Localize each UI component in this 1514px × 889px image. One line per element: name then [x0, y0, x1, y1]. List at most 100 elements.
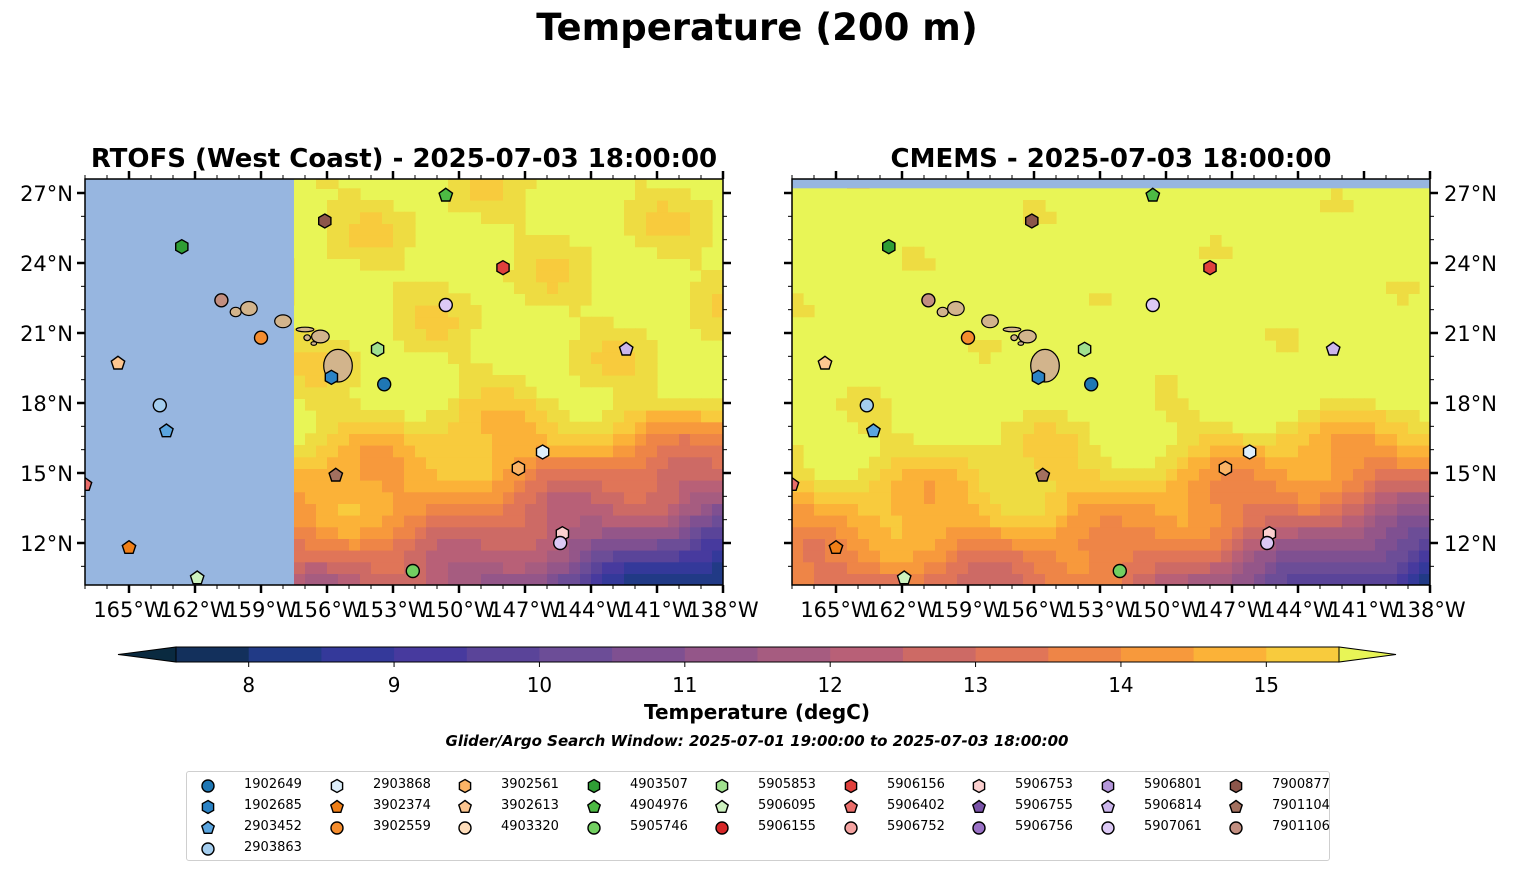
field-cell — [514, 281, 526, 294]
field-cell — [591, 561, 603, 574]
field-cell — [602, 316, 614, 329]
field-cell — [580, 246, 592, 259]
field-cell — [1166, 526, 1178, 539]
field-cell — [470, 456, 482, 469]
field-cell — [679, 246, 691, 259]
field-cell — [1364, 526, 1376, 539]
field-cell — [803, 491, 815, 504]
field-cell — [946, 515, 958, 528]
field-cell — [602, 550, 614, 563]
field-cell — [1210, 246, 1222, 259]
field-cell — [1353, 526, 1365, 539]
field-cell — [316, 538, 328, 551]
field-cell — [1342, 200, 1354, 213]
field-cell — [547, 445, 559, 458]
field-cell — [1419, 515, 1430, 528]
field-cell — [338, 480, 350, 493]
field-cell — [536, 503, 548, 516]
float-2903452 — [158, 423, 174, 438]
field-cell — [1045, 515, 1057, 528]
field-cell — [1397, 491, 1409, 504]
field-cell — [481, 515, 493, 528]
field-cell — [990, 550, 1002, 563]
field-cell — [913, 550, 925, 563]
field-cell — [1353, 538, 1365, 551]
field-cell — [1210, 538, 1222, 551]
float-2903868 — [535, 444, 550, 460]
field-cell — [349, 410, 361, 423]
field-cell — [338, 188, 350, 201]
field-cell — [437, 503, 449, 516]
field-cell — [327, 515, 339, 528]
field-cell — [580, 281, 592, 294]
legend-marker — [843, 799, 859, 814]
field-cell — [327, 561, 339, 574]
field-cell — [536, 491, 548, 504]
field-cell — [679, 235, 691, 248]
colorbar-tick-label: 14 — [1108, 673, 1133, 697]
field-cell — [404, 235, 416, 248]
field-cell — [536, 421, 548, 434]
float-5906095 — [896, 570, 912, 585]
field-cell — [349, 188, 361, 201]
field-cell — [294, 538, 306, 551]
field-cell — [712, 561, 723, 574]
field-cell — [1023, 456, 1035, 469]
field-cell — [360, 468, 372, 481]
field-cell — [968, 561, 980, 574]
field-cell — [536, 480, 548, 493]
legend-marker-shape — [972, 778, 986, 794]
field-cell — [1100, 491, 1112, 504]
field-cell — [924, 526, 936, 539]
legend-label: 5906402 — [887, 798, 945, 813]
legend-marker — [457, 799, 473, 814]
field-cell — [316, 526, 328, 539]
legend-marker-shape — [1100, 799, 1116, 814]
colorbar-bin — [684, 647, 758, 662]
field-cell — [1331, 188, 1343, 201]
field-cell — [1309, 433, 1321, 446]
y-tick-label: 21°N — [20, 322, 73, 346]
field-cell — [580, 258, 592, 271]
field-cell — [613, 375, 625, 388]
float-7901106 — [214, 293, 229, 308]
field-cell — [459, 573, 471, 585]
field-cell — [415, 503, 427, 516]
field-cell — [613, 445, 625, 458]
field-cell — [1375, 468, 1387, 481]
field-cell — [591, 340, 603, 353]
field-cell — [1122, 515, 1134, 528]
field-cell — [1045, 468, 1057, 481]
x-tick-label: 138°W — [1394, 598, 1466, 622]
field-cell — [836, 503, 848, 516]
field-cell — [382, 421, 394, 434]
field-cell — [1419, 468, 1430, 481]
field-cell — [481, 503, 493, 516]
field-cell — [1045, 421, 1057, 434]
field-cell — [426, 503, 438, 516]
field-cell — [1067, 515, 1079, 528]
field-cell — [1353, 456, 1365, 469]
field-cell — [536, 573, 548, 585]
field-cell — [957, 561, 969, 574]
legend-marker-shape — [714, 799, 730, 814]
field-cell — [668, 526, 680, 539]
field-cell — [481, 363, 493, 376]
field-cell — [536, 398, 548, 411]
field-cell — [712, 433, 723, 446]
legend-marker-shape — [330, 821, 344, 835]
field-cell — [1331, 421, 1343, 434]
field-cell — [646, 211, 658, 224]
legend-label: 5906814 — [1144, 798, 1202, 813]
field-cell — [503, 375, 515, 388]
field-cell — [979, 526, 991, 539]
field-cell — [558, 246, 570, 259]
field-cell — [847, 480, 859, 493]
field-cell — [792, 468, 804, 481]
field-cell — [1276, 526, 1288, 539]
field-cell — [459, 386, 471, 399]
island-molokai — [1002, 326, 1022, 333]
field-cell — [1342, 421, 1354, 434]
field-cell — [1056, 480, 1068, 493]
field-cell — [792, 561, 804, 574]
